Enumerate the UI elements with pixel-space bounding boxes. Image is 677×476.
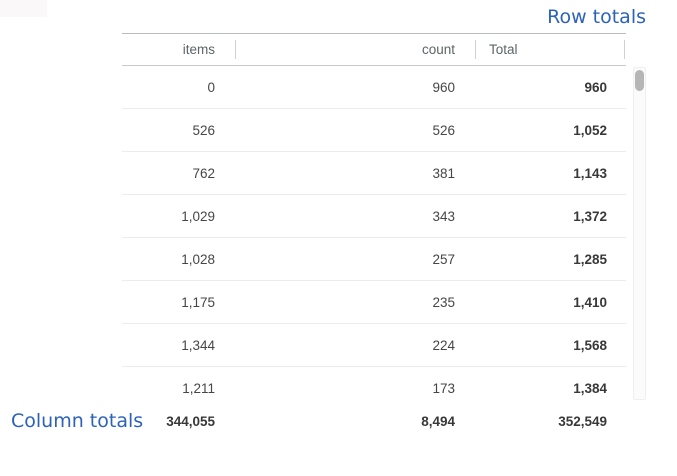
cell-items: 1,028 bbox=[181, 251, 215, 267]
cell-count: 960 bbox=[432, 79, 455, 95]
cell-count: 257 bbox=[432, 251, 455, 267]
column-divider bbox=[475, 40, 476, 59]
cell-total: 1,384 bbox=[573, 381, 607, 396]
cell-items: 1,029 bbox=[181, 208, 215, 224]
cell-count: 235 bbox=[432, 294, 455, 310]
cell-total: 1,410 bbox=[573, 294, 607, 310]
column-totals-row: 344,055 8,494 352,549 bbox=[122, 407, 626, 436]
cell-items: 1,175 bbox=[181, 294, 215, 310]
table-row: 1,211 173 1,384 bbox=[122, 367, 626, 410]
cell-total: 1,285 bbox=[573, 251, 607, 267]
table-row: 1,175 235 1,410 bbox=[122, 281, 626, 324]
column-total-total: 352,549 bbox=[558, 414, 607, 429]
vertical-scrollbar[interactable] bbox=[633, 67, 646, 400]
column-header-items[interactable]: items bbox=[182, 42, 215, 57]
table-row: 0 960 960 bbox=[122, 66, 626, 109]
corner-artifact bbox=[0, 0, 47, 17]
column-divider bbox=[624, 40, 625, 59]
cell-total: 1,143 bbox=[573, 165, 607, 181]
table-row: 526 526 1,052 bbox=[122, 109, 626, 152]
table-row: 1,029 343 1,372 bbox=[122, 195, 626, 238]
cell-total: 1,052 bbox=[573, 122, 607, 138]
scrollbar-thumb[interactable] bbox=[635, 70, 644, 91]
column-divider bbox=[235, 40, 236, 59]
column-total-count: 8,494 bbox=[421, 414, 455, 429]
cell-items: 1,211 bbox=[182, 381, 215, 396]
table-row: 762 381 1,143 bbox=[122, 152, 626, 195]
cell-items: 0 bbox=[207, 79, 215, 95]
cell-count: 224 bbox=[432, 337, 455, 353]
cell-total: 960 bbox=[584, 79, 607, 95]
table-row: 1,028 257 1,285 bbox=[122, 238, 626, 281]
cell-items: 526 bbox=[192, 122, 215, 138]
row-totals-link[interactable]: Row totals bbox=[547, 6, 646, 28]
cell-count: 343 bbox=[432, 208, 455, 224]
cell-count: 526 bbox=[432, 122, 455, 138]
table-row: 1,344 224 1,568 bbox=[122, 324, 626, 367]
cell-total: 1,372 bbox=[573, 208, 607, 224]
cell-count: 173 bbox=[432, 381, 455, 396]
cell-items: 762 bbox=[192, 165, 215, 181]
table-body: 0 960 960 526 526 1,052 762 381 1,143 1,… bbox=[122, 66, 626, 410]
column-totals-link[interactable]: Column totals bbox=[11, 410, 144, 432]
column-header-total[interactable]: Total bbox=[489, 42, 518, 57]
column-header-count[interactable]: count bbox=[421, 42, 455, 57]
cell-count: 381 bbox=[432, 165, 455, 181]
cell-items: 1,344 bbox=[181, 337, 215, 353]
column-total-items: 344,055 bbox=[166, 414, 215, 429]
cell-total: 1,568 bbox=[573, 337, 607, 353]
table-header: items count Total bbox=[122, 33, 626, 66]
